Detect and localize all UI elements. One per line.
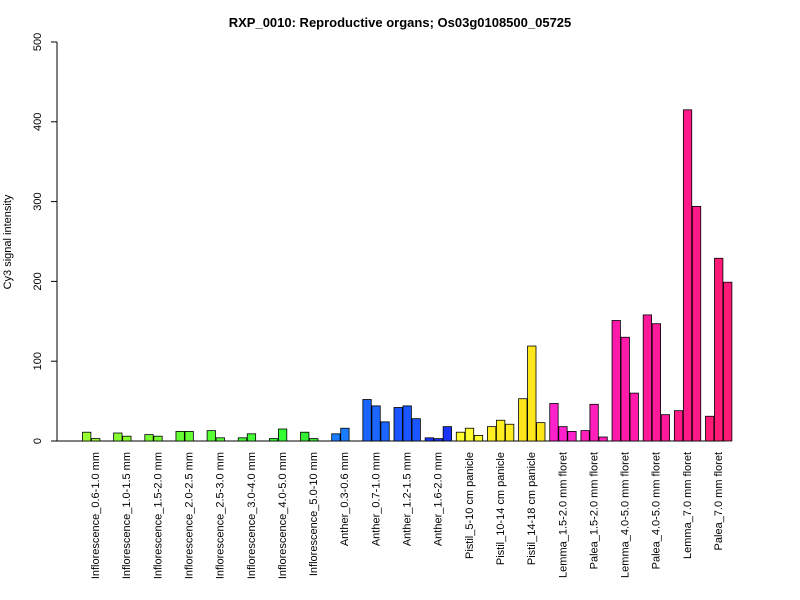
- bar: [620, 336, 630, 442]
- bar: [380, 421, 390, 442]
- category-label: Palea_7.0 mm floret: [713, 452, 725, 550]
- bar: [673, 410, 684, 442]
- category-label: Inflorescence_2.0-2.5 mm: [183, 452, 195, 579]
- category-label: Inflorescence_1.0-1.5 mm: [121, 452, 133, 579]
- bar: [91, 438, 101, 442]
- category-label: Inflorescence_2.5-3.0 mm: [215, 452, 227, 579]
- y-tick-label: 100: [32, 352, 44, 370]
- bar: [505, 423, 515, 442]
- y-axis-label: Cy3 signal intensity: [2, 194, 14, 289]
- category-label: Pistil_5-10 cm panicle: [464, 452, 476, 559]
- y-tick-label: 400: [32, 113, 44, 131]
- bar: [496, 419, 506, 442]
- category-labels: Inflorescence_0.6-1.0 mm Inflorescence_1.…: [90, 452, 725, 579]
- category-label: Inflorescence_0.6-1.0 mm: [90, 452, 102, 579]
- y-ticks: 0 100 200 300 400 500: [32, 33, 57, 444]
- bar: [268, 438, 279, 442]
- bar: [215, 437, 225, 442]
- bar: [362, 399, 372, 442]
- bars: [82, 109, 733, 442]
- category-label: Anther_1.6-2.0 mm: [433, 452, 445, 546]
- bar: [184, 431, 194, 442]
- category-label: Inflorescence_3.0-4.0 mm: [246, 452, 258, 579]
- category-label: Pistil_10-14 cm panicle: [495, 452, 507, 565]
- bar: [455, 431, 466, 442]
- category-label: Anther_1.2-1.5 mm: [402, 452, 414, 546]
- bar: [611, 320, 621, 442]
- bar: [629, 392, 639, 442]
- y-tick-label: 300: [32, 192, 44, 210]
- bar: [549, 403, 559, 442]
- bar: [473, 435, 484, 442]
- bar: [518, 398, 528, 442]
- bar: [536, 422, 546, 442]
- bar: [153, 435, 163, 442]
- bar: [340, 427, 350, 442]
- bar: [598, 436, 608, 442]
- bar: [589, 403, 599, 442]
- y-tick-label: 500: [32, 33, 44, 51]
- bar: [206, 430, 216, 442]
- category-label: Palea_4.0-5.0 mm floret: [651, 452, 663, 569]
- bar: [402, 405, 412, 442]
- bar: [331, 433, 341, 442]
- category-label: Inflorescence_1.5-2.0 mm: [152, 452, 164, 579]
- chart-title: RXP_0010: Reproductive organs; Os03g0108…: [229, 15, 572, 30]
- category-label: Lemma_1.5-2.0 mm floret: [557, 452, 569, 578]
- category-label: Inflorescence_5.0-10 mm: [308, 452, 320, 576]
- y-tick-label: 200: [32, 272, 44, 290]
- bar: [660, 414, 671, 442]
- bar: [411, 418, 421, 442]
- bar: [424, 437, 434, 442]
- bar: [705, 415, 715, 442]
- bar: [714, 257, 724, 442]
- bar: [175, 431, 185, 442]
- bar: [580, 430, 590, 442]
- category-label: Anther_0.7-1.0 mm: [370, 452, 382, 546]
- bar: [82, 431, 92, 442]
- bar: [122, 435, 132, 442]
- bar: [246, 433, 257, 442]
- bar: [723, 281, 733, 442]
- bar: [642, 314, 653, 442]
- bar: [682, 109, 693, 442]
- bar: [651, 323, 662, 442]
- bar: [113, 432, 123, 442]
- category-label: Lemma_4.0-5.0 mm floret: [620, 452, 632, 578]
- bar: [237, 437, 248, 442]
- bar: [558, 426, 568, 442]
- bar: [309, 438, 319, 442]
- bar: [144, 434, 154, 442]
- bar: [487, 426, 497, 442]
- category-label: Lemma_7.0 mm floret: [682, 452, 694, 559]
- bar: [442, 426, 452, 442]
- bar: [371, 405, 381, 442]
- bar: [393, 407, 403, 442]
- category-label: Inflorescence_4.0-5.0 mm: [277, 452, 289, 579]
- category-label: Pistil_14-18 cm panicle: [526, 452, 538, 565]
- bar: [691, 205, 702, 442]
- category-label: Anther_0.3-0.6 mm: [339, 452, 351, 546]
- bar: [567, 431, 577, 442]
- bar: [433, 438, 443, 442]
- bar: [277, 428, 288, 442]
- category-label: Palea_1.5-2.0 mm floret: [588, 452, 600, 569]
- bar: [300, 431, 310, 442]
- bar: [464, 427, 475, 442]
- y-tick-label: 0: [32, 438, 44, 444]
- bar: [527, 345, 537, 442]
